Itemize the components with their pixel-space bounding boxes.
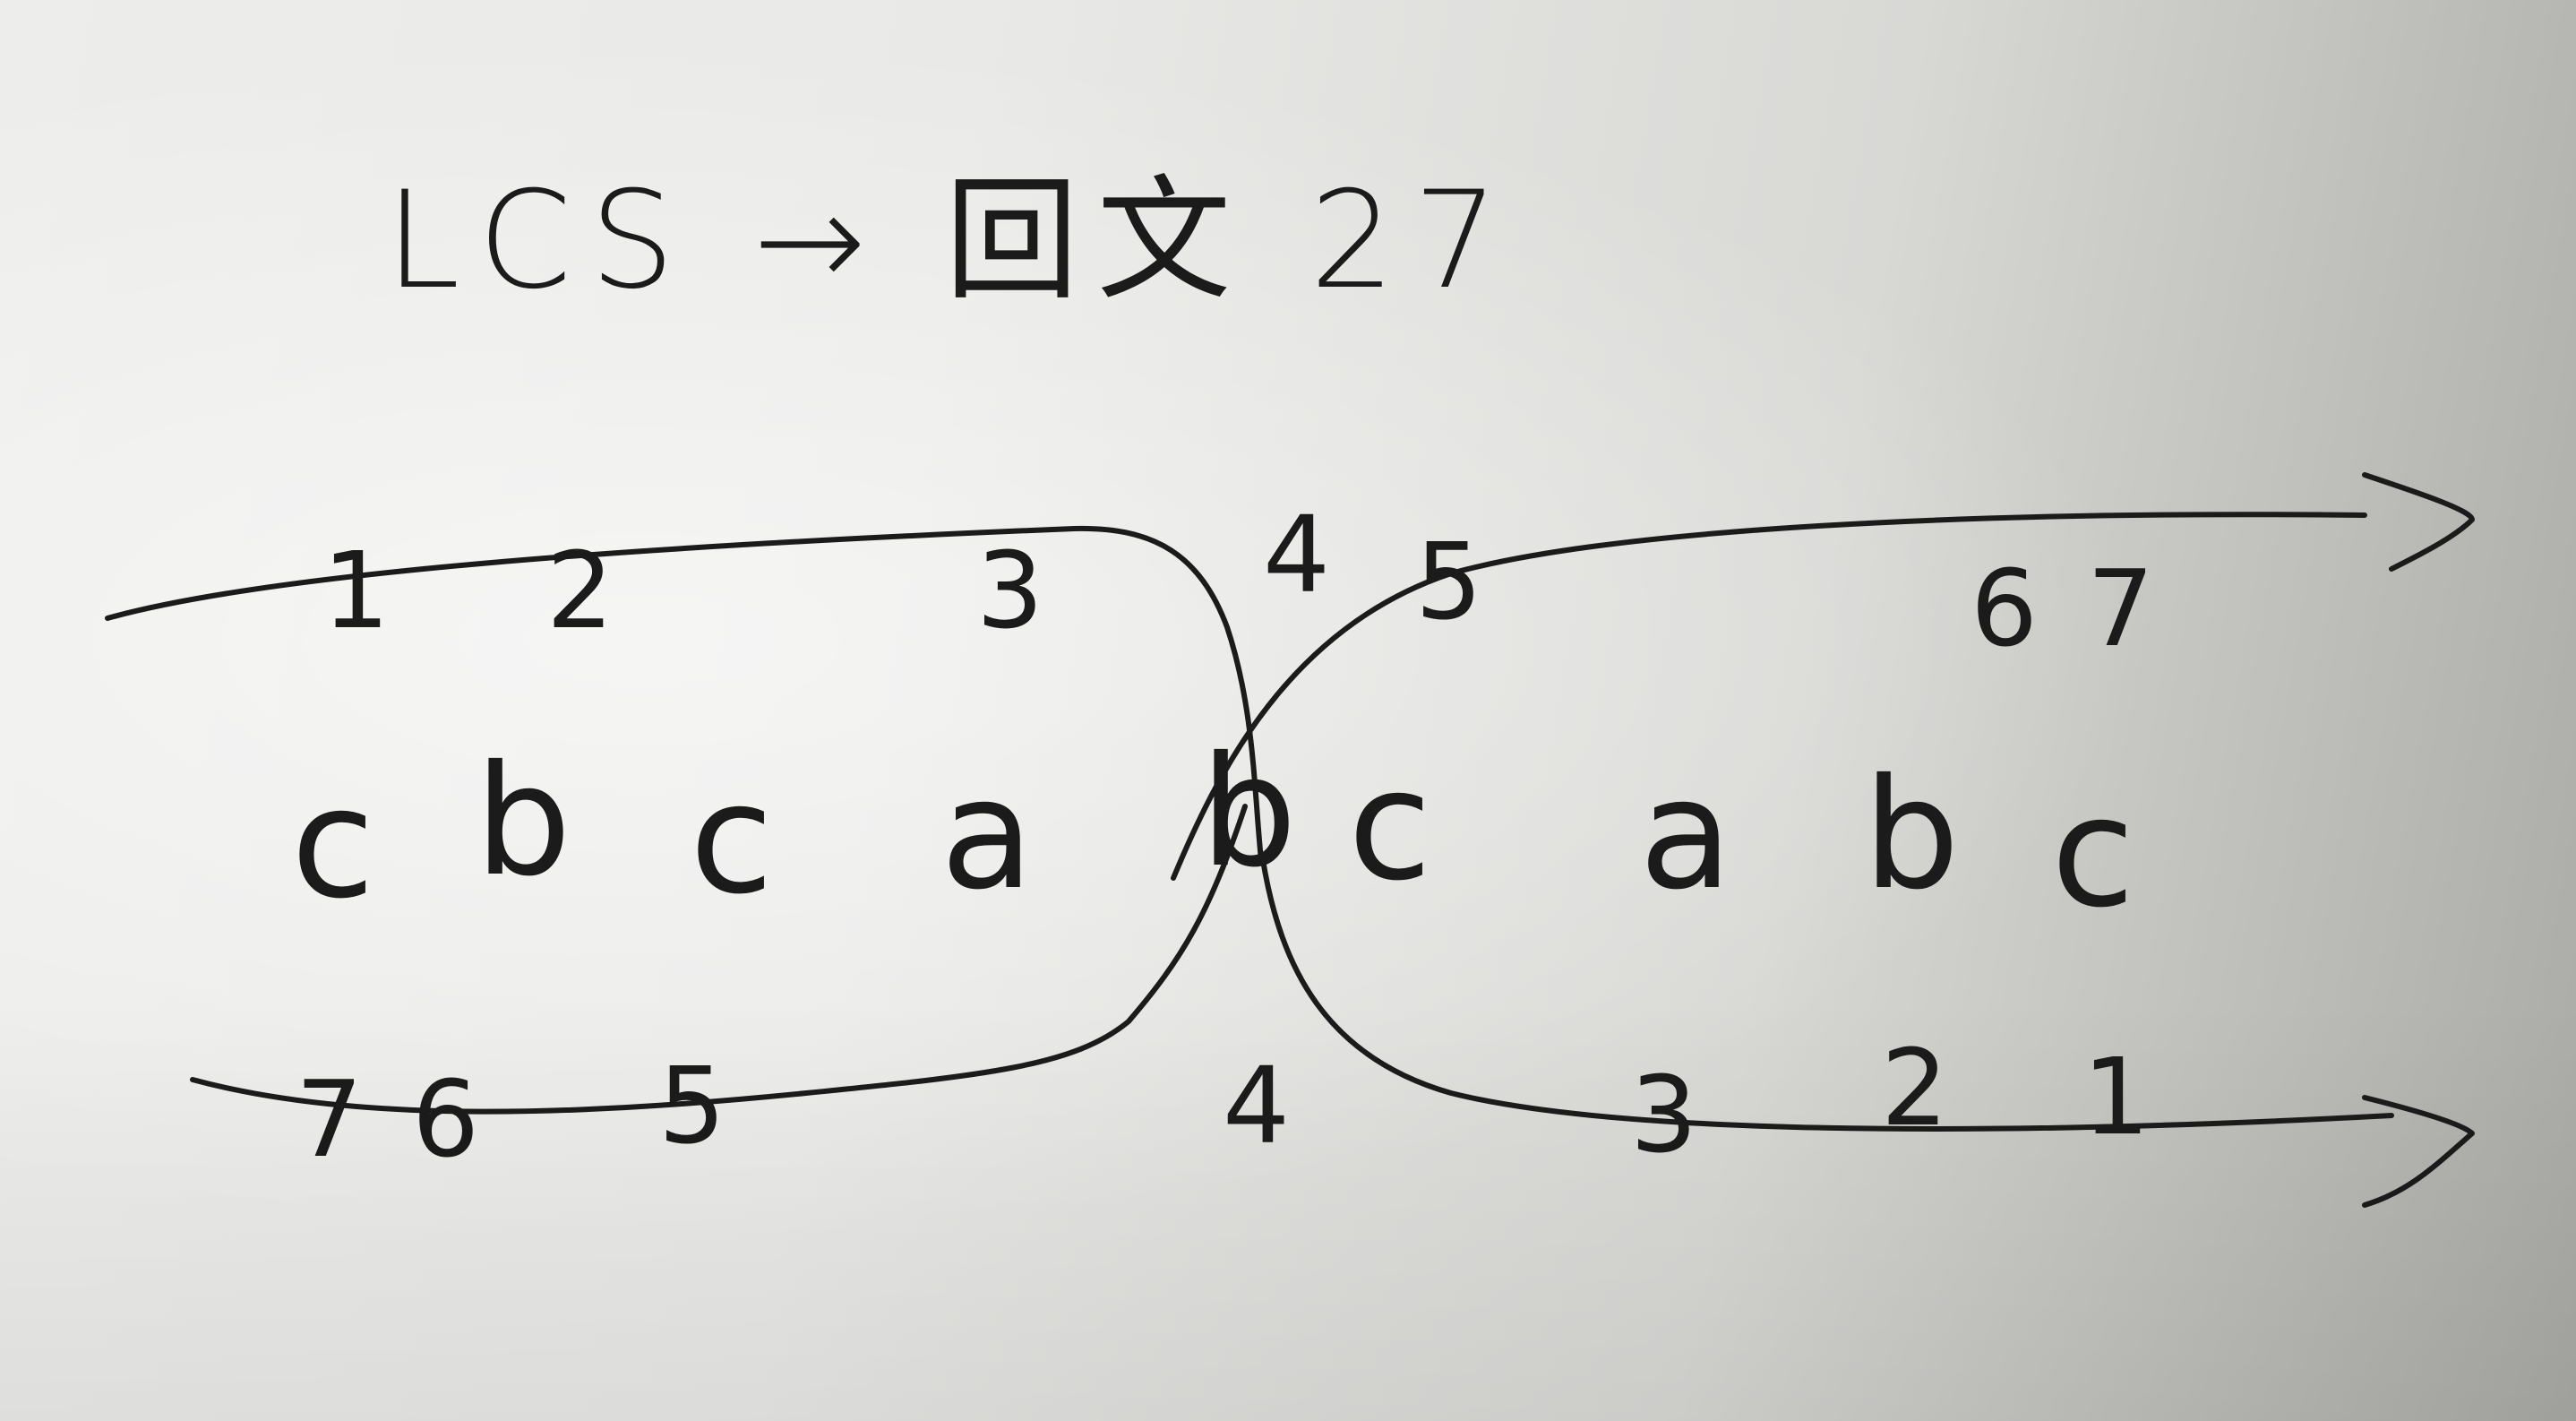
top-number: 4 [1263, 493, 1330, 616]
top-number: 5 [1415, 520, 1482, 643]
bottom-number: 3 [1630, 1053, 1697, 1176]
bottom-number: 5 [658, 1044, 726, 1167]
bottom-number: 4 [1223, 1044, 1290, 1167]
top-number: 7 [2087, 547, 2154, 670]
top-number: 1 [322, 529, 390, 652]
upper-arrowhead-icon [2362, 472, 2475, 572]
sequence-letter: b [1200, 724, 1297, 901]
bottom-number: 7 [296, 1057, 363, 1181]
sequence-letter: b [475, 733, 571, 910]
upper-left-curve [105, 525, 1264, 863]
top-number: 2 [546, 529, 614, 652]
bottom-number: 6 [412, 1057, 479, 1181]
bottom-number: 2 [1881, 1026, 1948, 1150]
bottom-number: 1 [2082, 1035, 2150, 1158]
sequence-letter: a [1639, 746, 1732, 924]
lower-left-curve [190, 804, 1248, 1115]
sequence-letter: c [690, 751, 773, 928]
sequence-letter: b [1863, 746, 1960, 924]
lower-arrowhead-icon [2362, 1095, 2475, 1208]
sequence-letter: a [940, 746, 1034, 924]
sequence-letter: c [291, 755, 374, 933]
lower-right-curve [1260, 857, 2394, 1132]
top-number: 6 [1971, 547, 2038, 670]
sequence-letter: c [2051, 764, 2134, 942]
upper-right-curve [1171, 512, 2367, 881]
sequence-letter: c [1348, 737, 1431, 915]
title-text: LCS → 回文 27 [385, 163, 1516, 319]
top-number: 3 [976, 529, 1043, 652]
